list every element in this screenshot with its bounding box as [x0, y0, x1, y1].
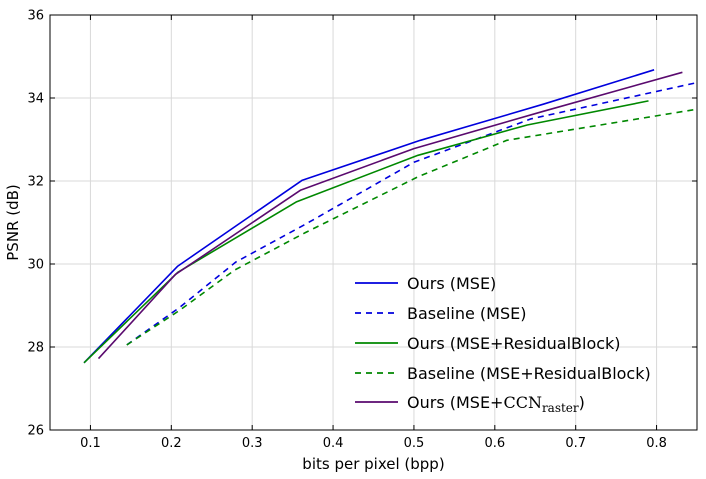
- x-tick-label: 0.2: [161, 436, 182, 451]
- series-line-baseline-mse: [126, 81, 697, 346]
- series-line-baseline-residual: [126, 108, 697, 346]
- legend-label-ours-ccn: Ours (MSE+CCNraster): [407, 393, 585, 415]
- y-tick-label: 32: [27, 175, 44, 190]
- y-tick-label: 34: [27, 92, 44, 107]
- legend-label-baseline-residual: Baseline (MSE+ResidualBlock): [407, 364, 651, 383]
- legend-ccn-subscript: raster: [542, 401, 579, 415]
- legend-label-baseline-mse: Baseline (MSE): [407, 304, 526, 323]
- x-tick-label: 0.3: [242, 436, 263, 451]
- series-group: [83, 69, 697, 364]
- plot-area: [83, 69, 697, 364]
- y-tick-label: 26: [27, 424, 44, 439]
- x-tick-label: 0.8: [646, 436, 667, 451]
- plot-frame: [49, 14, 698, 431]
- legend-ccn-prefix: Ours (MSE+: [407, 393, 503, 412]
- y-tick-label: 36: [27, 9, 44, 24]
- series-line-ours-ccn-raster: [97, 71, 683, 360]
- series-line-ours-mse: [83, 69, 655, 364]
- legend-ccn-suffix: ): [579, 393, 585, 412]
- x-tick-labels: 0.1 0.2 0.3 0.4 0.5 0.6 0.7 0.8: [80, 436, 667, 451]
- y-tick-label: 30: [27, 258, 44, 273]
- y-axis-label: PSNR (dB): [4, 184, 22, 261]
- x-axis-label: bits per pixel (bpp): [302, 455, 444, 473]
- legend-label-ours-mse: Ours (MSE): [407, 274, 496, 293]
- legend: Ours (MSE) Baseline (MSE) Ours (MSE+Resi…: [355, 274, 651, 415]
- x-tick-label: 0.4: [323, 436, 344, 451]
- legend-ccn-name: CCN: [503, 393, 541, 412]
- y-tick-label: 28: [27, 341, 44, 356]
- x-tick-label: 0.6: [484, 436, 505, 451]
- x-tick-label: 0.1: [80, 436, 101, 451]
- x-tick-label: 0.5: [404, 436, 425, 451]
- y-tick-labels: 26 28 30 32 34 36: [27, 9, 44, 439]
- series-line-ours-residual: [83, 100, 649, 364]
- axes-ticks: [50, 14, 697, 431]
- legend-label-ours-residual: Ours (MSE+ResidualBlock): [407, 334, 621, 353]
- x-tick-label: 0.7: [565, 436, 586, 451]
